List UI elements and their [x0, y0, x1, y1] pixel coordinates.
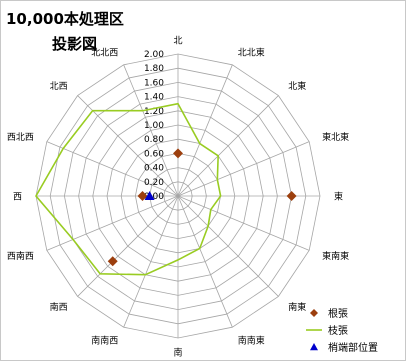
- radial-tick-label: 0.00: [144, 192, 164, 202]
- radial-tick-label: 0.40: [144, 164, 164, 174]
- direction-label: 北北東: [238, 46, 265, 58]
- direction-label: 南西: [50, 301, 68, 313]
- direction-label: 南南東: [238, 335, 265, 347]
- treetop-position-marker: [144, 191, 155, 200]
- grid-spoke-15: [123, 64, 179, 197]
- radar-grid: [35, 53, 321, 339]
- series-line-branch-spread: [35, 102, 222, 276]
- direction-label: 北東: [288, 80, 306, 92]
- direction-label: 南東: [288, 301, 306, 313]
- legend-label: 根張: [328, 307, 348, 320]
- grid-spoke-14: [77, 95, 179, 197]
- radial-tick-label: 1.80: [144, 64, 164, 74]
- legend-label: 梢端部位置: [328, 341, 378, 354]
- direction-label: 西北西: [7, 132, 34, 143]
- chart-subtitle: 投影図: [52, 35, 98, 53]
- grid-spoke-5: [177, 195, 310, 251]
- radial-tick-label: 2.00: [144, 50, 164, 60]
- direction-label: 南南西: [91, 335, 118, 347]
- direction-label: 北北西: [91, 47, 118, 58]
- radial-tick-label: 1.20: [144, 107, 164, 117]
- radial-tick-label: 1.00: [144, 121, 164, 131]
- grid-spoke-10: [77, 195, 179, 297]
- direction-label: 北西: [50, 81, 68, 92]
- root-spread-marker: [107, 256, 118, 267]
- grid-spoke-13: [46, 141, 179, 197]
- grid-spoke-11: [46, 195, 179, 251]
- root-spread-marker: [137, 191, 148, 201]
- grid-spoke-6: [177, 195, 279, 297]
- grid-spoke-9: [123, 195, 179, 328]
- root-spread-marker: [173, 148, 183, 159]
- direction-label: 南: [173, 347, 182, 359]
- radial-tick-label: 1.60: [144, 78, 164, 88]
- legend-label: 枝張: [328, 324, 348, 337]
- direction-label: 北: [173, 36, 182, 47]
- direction-label: 東南東: [322, 250, 349, 262]
- radial-tick-label: 1.40: [144, 93, 164, 103]
- grid-spoke-3: [177, 141, 310, 197]
- radial-tick-label: 0.20: [144, 178, 164, 188]
- radial-tick-label: 0.80: [144, 135, 164, 145]
- direction-label: 東北東: [322, 131, 349, 143]
- root-spread-marker: [286, 191, 297, 201]
- direction-label: 東: [334, 191, 343, 203]
- direction-label: 西南西: [7, 250, 34, 262]
- direction-label: 西: [13, 192, 22, 203]
- radial-tick-label: 0.60: [144, 149, 164, 159]
- grid-spoke-7: [177, 195, 233, 328]
- radial-axis: 0.00 0.20 0.40 0.60 0.80 1.00 1.20 1.40 1.60 1.80…: [144, 50, 164, 202]
- grid-spoke-1: [177, 64, 233, 197]
- chart-title: 10,000本処理区: [6, 10, 124, 28]
- series-layer: [35, 102, 297, 276]
- legend-marker-treetop: [310, 343, 318, 351]
- grid-spoke-2: [177, 95, 279, 197]
- legend-marker-root-spread: [310, 309, 318, 317]
